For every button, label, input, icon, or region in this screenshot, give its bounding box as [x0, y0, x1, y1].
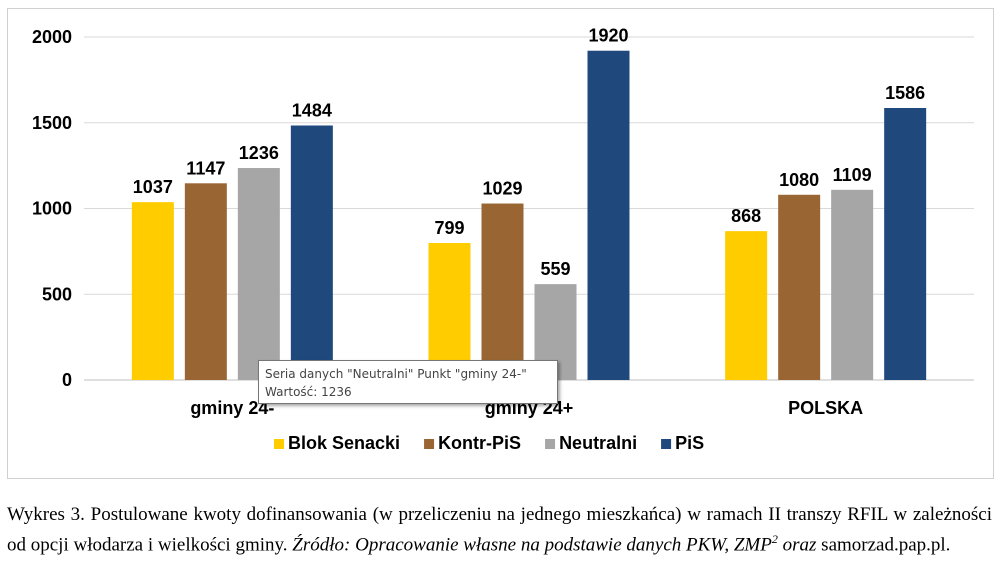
bar	[131, 202, 174, 380]
bar	[884, 108, 927, 380]
legend-swatch	[661, 439, 672, 449]
bar	[778, 194, 821, 380]
caption-footnote-mark: 2	[771, 532, 778, 546]
data-label: 1484	[292, 100, 332, 120]
legend-label: Blok Senacki	[288, 433, 400, 453]
legend-label: Neutralni	[559, 433, 637, 453]
caption-site: samorzad.pap.pl.	[816, 534, 951, 556]
legend-label: Kontr-PiS	[438, 433, 521, 453]
data-label: 1586	[885, 83, 925, 103]
chart-area: 0 500 1000 1500 2000 1037 1147 1236 1484 gminy 24…	[7, 8, 994, 479]
data-label: 868	[731, 206, 761, 226]
bar	[428, 242, 471, 380]
x-category-label: POLSKA	[788, 398, 863, 418]
data-label: 1920	[588, 26, 628, 46]
bar-chart: 0 500 1000 1500 2000 1037 1147 1236 1484 gminy 24…	[32, 26, 974, 453]
bar	[481, 203, 524, 380]
figure-caption: Wykres 3. Postulowane kwoty dofinansowan…	[7, 503, 992, 557]
legend-swatch	[274, 439, 284, 449]
y-tick-label: 2000	[32, 27, 72, 47]
data-label: 1109	[833, 165, 872, 185]
data-label: 1236	[239, 143, 279, 163]
data-label: 1029	[482, 179, 522, 199]
y-tick-label: 1000	[32, 199, 72, 219]
chart-tooltip: Seria danych "Neutralni" Punkt "gminy 24…	[258, 360, 558, 404]
data-label: 1037	[133, 177, 173, 197]
y-tick-label: 1500	[32, 113, 72, 133]
caption-oraz: oraz	[777, 534, 817, 556]
data-label: 559	[540, 259, 570, 279]
legend-swatch	[545, 439, 556, 449]
data-label: 799	[434, 218, 464, 238]
y-tick-label: 0	[62, 370, 72, 390]
bar	[290, 125, 333, 380]
legend-swatch	[424, 439, 435, 449]
bar	[184, 183, 227, 380]
legend-label: PiS	[675, 433, 704, 453]
bar	[725, 231, 768, 380]
caption-source: Źródło: Opracowanie własne na podstawie …	[292, 534, 772, 556]
bar	[831, 189, 874, 380]
data-label: 1147	[186, 158, 225, 178]
bar	[237, 168, 280, 380]
bar	[587, 50, 630, 380]
y-tick-label: 500	[42, 284, 72, 304]
tooltip-series-point: Seria danych "Neutralni" Punkt "gminy 24…	[265, 367, 527, 381]
data-label: 1080	[779, 170, 819, 190]
tooltip-value: Wartość: 1236	[265, 385, 352, 399]
caption-text: Wykres 3. Postulowane kwoty dofinansowan…	[7, 504, 992, 556]
x-category-label: gminy 24-	[190, 398, 274, 418]
